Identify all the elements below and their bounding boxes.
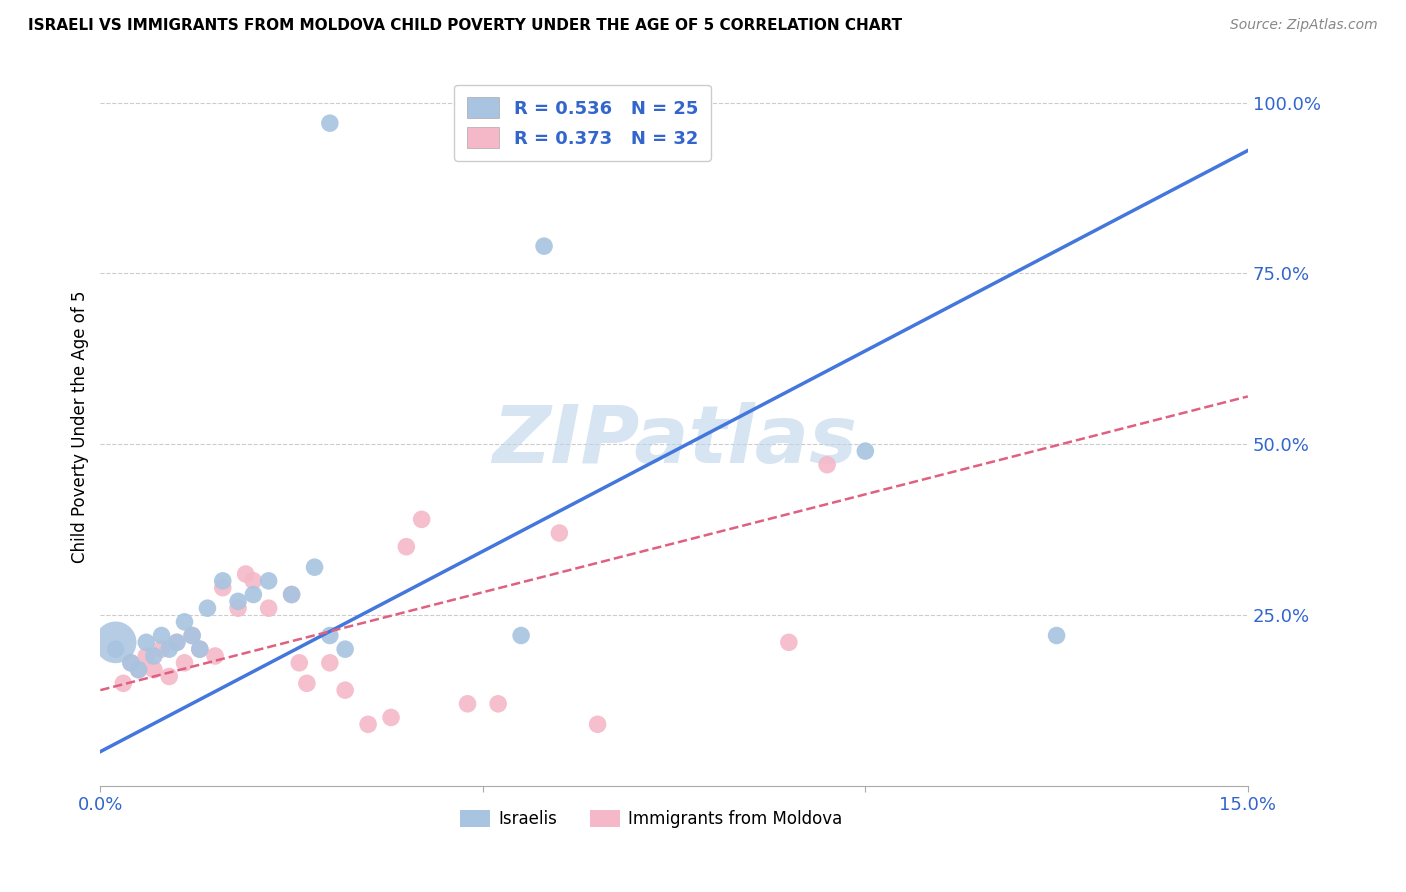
Point bbox=[112, 676, 135, 690]
Point bbox=[157, 669, 180, 683]
Point bbox=[120, 656, 142, 670]
Point bbox=[510, 628, 533, 642]
Point bbox=[257, 574, 280, 588]
Point bbox=[104, 635, 127, 649]
Point bbox=[395, 540, 418, 554]
Point bbox=[150, 642, 173, 657]
Text: ZIPatlas: ZIPatlas bbox=[492, 402, 856, 481]
Point bbox=[280, 587, 302, 601]
Point bbox=[235, 567, 257, 582]
Point bbox=[548, 526, 571, 541]
Point bbox=[486, 697, 509, 711]
Point bbox=[226, 601, 249, 615]
Point bbox=[815, 458, 838, 472]
Point bbox=[104, 642, 127, 657]
Point bbox=[204, 648, 226, 663]
Point bbox=[533, 239, 555, 253]
Point bbox=[357, 717, 380, 731]
Point bbox=[304, 560, 326, 574]
Point bbox=[853, 444, 876, 458]
Text: Source: ZipAtlas.com: Source: ZipAtlas.com bbox=[1230, 18, 1378, 32]
Point bbox=[211, 581, 233, 595]
Point bbox=[142, 663, 165, 677]
Point bbox=[411, 512, 433, 526]
Point bbox=[288, 656, 311, 670]
Point bbox=[128, 663, 150, 677]
Legend: Israelis, Immigrants from Moldova: Israelis, Immigrants from Moldova bbox=[453, 804, 849, 835]
Point bbox=[150, 628, 173, 642]
Point bbox=[319, 656, 342, 670]
Point bbox=[778, 635, 800, 649]
Point bbox=[280, 587, 302, 601]
Point bbox=[188, 642, 211, 657]
Point bbox=[173, 615, 195, 629]
Point bbox=[380, 710, 402, 724]
Point bbox=[173, 656, 195, 670]
Point bbox=[197, 601, 219, 615]
Point bbox=[128, 663, 150, 677]
Point bbox=[181, 628, 204, 642]
Point bbox=[157, 642, 180, 657]
Point bbox=[181, 628, 204, 642]
Point bbox=[295, 676, 318, 690]
Point bbox=[586, 717, 609, 731]
Point bbox=[142, 648, 165, 663]
Text: ISRAELI VS IMMIGRANTS FROM MOLDOVA CHILD POVERTY UNDER THE AGE OF 5 CORRELATION : ISRAELI VS IMMIGRANTS FROM MOLDOVA CHILD… bbox=[28, 18, 903, 33]
Point bbox=[242, 587, 264, 601]
Point bbox=[166, 635, 188, 649]
Point bbox=[135, 648, 157, 663]
Point bbox=[319, 628, 342, 642]
Point bbox=[333, 683, 356, 698]
Point bbox=[120, 656, 142, 670]
Point bbox=[319, 116, 342, 130]
Y-axis label: Child Poverty Under the Age of 5: Child Poverty Under the Age of 5 bbox=[72, 291, 89, 564]
Point bbox=[257, 601, 280, 615]
Point bbox=[457, 697, 479, 711]
Point bbox=[242, 574, 264, 588]
Point bbox=[135, 635, 157, 649]
Point bbox=[333, 642, 356, 657]
Point bbox=[166, 635, 188, 649]
Point bbox=[211, 574, 233, 588]
Point bbox=[1045, 628, 1067, 642]
Point bbox=[188, 642, 211, 657]
Point bbox=[226, 594, 249, 608]
